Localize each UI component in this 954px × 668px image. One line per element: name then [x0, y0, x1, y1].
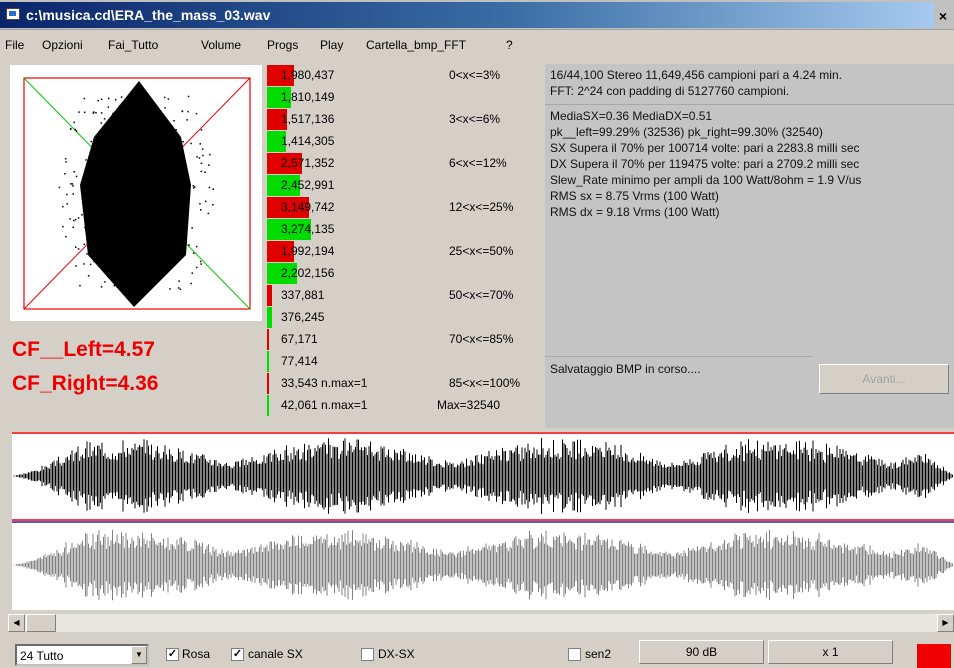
histogram-value: 77,414	[281, 354, 318, 368]
menu-play[interactable]: Play	[320, 38, 344, 52]
histogram-value: 3,274,135	[281, 222, 335, 236]
histogram-value: 2,571,352	[281, 156, 335, 170]
histogram-bar	[267, 263, 297, 284]
horizontal-scrollbar[interactable]: ◀ ▶	[8, 614, 954, 632]
info-fft-line: FFT: 2^24 con padding di 5127760 campion…	[550, 84, 790, 98]
info-stat: pk__left=99.29% (32536) pk_right=99.30% …	[550, 125, 823, 139]
rosa-checkbox[interactable]: ✓	[166, 648, 179, 661]
scroll-left-icon[interactable]: ◀	[8, 614, 25, 632]
histogram-range: 0<x<=3%	[449, 68, 501, 82]
menu-cartella-bmp-fft[interactable]: Cartella_bmp_FFT	[366, 38, 467, 52]
zoom-button[interactable]: x 1	[768, 640, 893, 664]
close-button[interactable]: ×	[938, 8, 948, 24]
scope-blob	[80, 81, 191, 307]
dx-sx-checkbox[interactable]	[361, 648, 374, 661]
histogram-panel: 1,980,437 0<x<=3% 1,810,149 1,517,136 3<x<=6…	[267, 65, 537, 427]
menu-help[interactable]: ?	[506, 38, 513, 52]
avanti-button[interactable]: Avanti...	[819, 364, 949, 394]
histogram-bar	[267, 87, 291, 108]
histogram-bar	[267, 175, 300, 196]
menu-volume[interactable]: Volume	[201, 38, 242, 52]
sen2-label: sen2	[585, 647, 612, 661]
scope-graphic	[23, 77, 251, 310]
title-bar: c:\musica.cd\ERA_the_mass_03.wav ×	[0, 0, 954, 30]
rosa-label: Rosa	[182, 647, 211, 661]
histogram-value: 376,245	[281, 310, 325, 324]
info-stat: RMS sx = 8.75 Vrms (100 Watt)	[550, 189, 719, 203]
info-file-line: 16/44,100 Stereo 11,649,456 campioni par…	[550, 68, 842, 82]
bottom-toolbar: 24 Tutto ▼ ✓ Rosa ✓ canale SX DX-SX sen2…	[0, 636, 954, 668]
waveform-left-channel	[13, 438, 953, 514]
bit-mode-select[interactable]: 24 Tutto ▼	[15, 644, 149, 666]
sen2-checkbox[interactable]	[568, 648, 581, 661]
waveform-graphic	[12, 432, 954, 601]
app-icon	[6, 8, 20, 20]
histogram-bar	[267, 285, 272, 306]
menu-bar: File Opzioni Fai_Tutto Volume Progs Play…	[0, 34, 954, 56]
info-stat: DX Supera il 70% per 119475 volte: pari …	[550, 157, 860, 171]
histogram-range: 3<x<=6%	[449, 112, 501, 126]
histogram-value: 1,980,437	[281, 68, 335, 82]
histogram-value: 33,543 n.max=1	[281, 376, 368, 390]
info-stat: Slew_Rate minimo per ampli da 100 Watt/8…	[550, 173, 862, 187]
status-text: Salvataggio BMP in corso....	[550, 362, 701, 376]
scroll-thumb[interactable]	[26, 614, 56, 632]
menu-opzioni[interactable]: Opzioni	[42, 38, 83, 52]
info-stat: SX Supera il 70% per 100714 volte: pari …	[550, 141, 860, 155]
histogram-bar	[267, 241, 294, 262]
status-panel: Salvataggio BMP in corso....	[545, 356, 813, 426]
histogram-value: 2,452,991	[281, 178, 335, 192]
crest-factor-right: CF_Right=4.36	[12, 372, 159, 395]
histogram-value: 337,881	[281, 288, 325, 302]
stereo-scope	[10, 65, 262, 321]
histogram-value: 67,171	[281, 332, 318, 346]
scope-frame	[23, 77, 251, 310]
menu-progs[interactable]: Progs	[267, 38, 299, 52]
histogram-range: Max=32540	[437, 398, 501, 412]
histogram-bar	[267, 219, 311, 240]
scroll-right-icon[interactable]: ▶	[937, 614, 954, 632]
histogram-bar	[267, 131, 286, 152]
waveform-right-channel	[13, 529, 953, 601]
histogram-bar	[267, 373, 269, 394]
histogram-range: 12<x<=25%	[449, 200, 514, 214]
db-button[interactable]: 90 dB	[639, 640, 764, 664]
menu-fai-tutto[interactable]: Fai_Tutto	[108, 38, 159, 52]
histogram-bar	[267, 153, 302, 174]
info-divider	[545, 104, 954, 105]
crest-factor-left: CF__Left=4.57	[12, 338, 155, 361]
waveform-panel	[12, 432, 954, 610]
histogram-bar	[267, 395, 269, 416]
histogram-value: 42,061 n.max=1	[281, 398, 368, 412]
menu-file[interactable]: File	[5, 38, 25, 52]
histogram-value: 1,810,149	[281, 90, 335, 104]
histogram-bar	[267, 351, 269, 372]
histogram-value: 1,414,305	[281, 134, 335, 148]
histogram-range: 25<x<=50%	[449, 244, 514, 258]
histogram-bar	[267, 65, 294, 86]
histogram-bar	[267, 307, 272, 328]
histogram-bar	[267, 109, 287, 130]
histogram-value: 1,992,194	[281, 244, 335, 258]
canale-sx-label: canale SX	[248, 647, 303, 661]
histogram-value: 1,517,136	[281, 112, 335, 126]
info-stat: RMS dx = 9.18 Vrms (100 Watt)	[550, 205, 720, 219]
window-title: c:\musica.cd\ERA_the_mass_03.wav	[26, 7, 271, 23]
histogram-range: 6<x<=12%	[449, 156, 507, 170]
histogram-value: 2,202,156	[281, 266, 335, 280]
canale-sx-checkbox[interactable]: ✓	[231, 648, 244, 661]
level-indicator	[917, 644, 951, 668]
dx-sx-label: DX-SX	[378, 647, 415, 661]
histogram-value: 3,149,742	[281, 200, 335, 214]
histogram-bar	[267, 197, 309, 218]
histogram-range: 50<x<=70%	[449, 288, 514, 302]
histogram-bar	[267, 329, 269, 350]
title-gradient	[0, 2, 934, 28]
info-stat: MediaSX=0.36 MediaDX=0.51	[550, 109, 713, 123]
histogram-range: 70<x<=85%	[449, 332, 514, 346]
histogram-range: 85<x<=100%	[449, 376, 521, 390]
bit-mode-value: 24 Tutto	[20, 649, 64, 663]
chevron-down-icon[interactable]: ▼	[131, 646, 147, 664]
